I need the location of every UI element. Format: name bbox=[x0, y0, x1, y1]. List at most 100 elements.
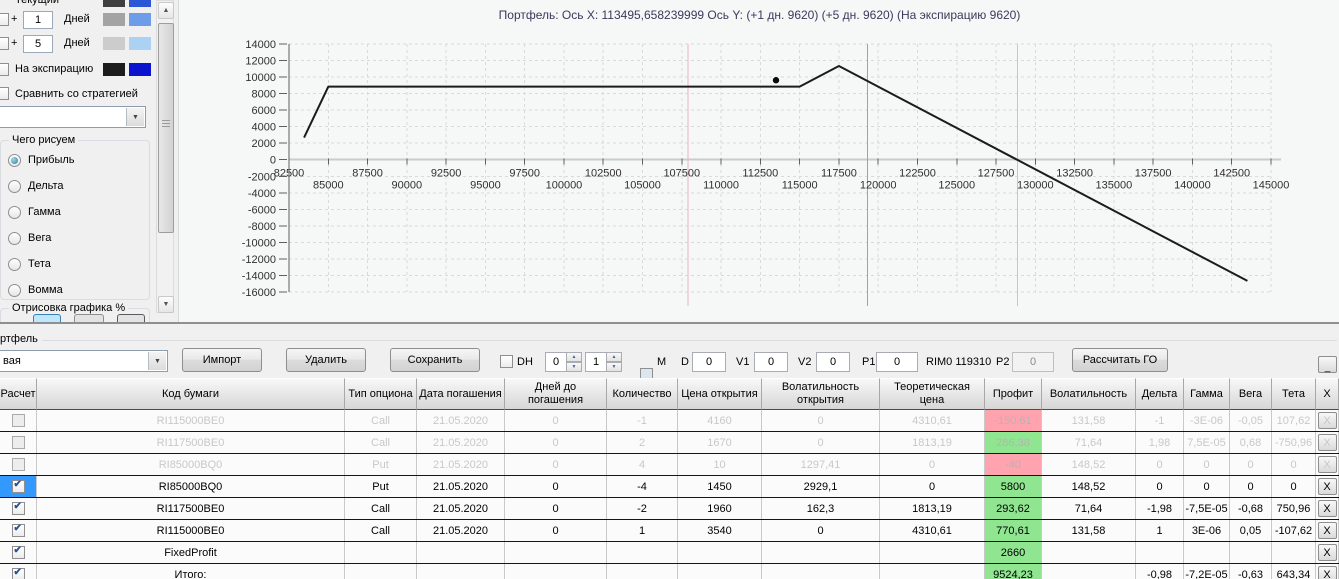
cell-calc[interactable] bbox=[0, 476, 37, 497]
panel-splitter[interactable] bbox=[0, 322, 1339, 332]
cell-theta[interactable]: 0 bbox=[1272, 454, 1316, 475]
cell-theta[interactable]: -750,96 bbox=[1272, 432, 1316, 453]
cell-gamma[interactable]: -7,5E-05 bbox=[1184, 498, 1230, 519]
chevron-down-icon[interactable]: ▼ bbox=[148, 352, 166, 370]
cell-delta[interactable]: -0,98 bbox=[1136, 564, 1184, 579]
cell-code[interactable]: RI117500BE0 bbox=[37, 432, 345, 453]
cell-days-to-expiry[interactable]: 0 bbox=[505, 476, 607, 497]
row-delete-button[interactable]: X bbox=[1317, 434, 1337, 451]
v1-field[interactable]: 0 bbox=[754, 352, 788, 372]
p2-field[interactable]: 0 bbox=[1012, 352, 1054, 372]
cell-days-to-expiry[interactable]: 0 bbox=[505, 520, 607, 541]
p1-field[interactable]: 0 bbox=[876, 352, 918, 372]
cell-delta[interactable]: -1,98 bbox=[1136, 498, 1184, 519]
col-header-6[interactable]: Количество bbox=[607, 378, 678, 410]
row-calc-checkbox[interactable] bbox=[11, 567, 25, 579]
cell-expiry-date[interactable]: 21.05.2020 bbox=[417, 410, 505, 431]
col-header-13[interactable]: Гамма bbox=[1184, 378, 1230, 410]
cell-theor-price[interactable]: 1813,19 bbox=[880, 498, 985, 519]
cell-expiry-date[interactable]: 21.05.2020 bbox=[417, 432, 505, 453]
spin-up-icon[interactable]: ▲ bbox=[607, 352, 622, 362]
cell-open-price[interactable]: 3540 bbox=[678, 520, 762, 541]
cell-days-to-expiry[interactable] bbox=[505, 564, 607, 579]
cell-quantity[interactable] bbox=[607, 564, 678, 579]
legend-checkbox[interactable] bbox=[0, 63, 9, 76]
cell-theta[interactable] bbox=[1272, 542, 1316, 563]
cell-days-to-expiry[interactable]: 0 bbox=[505, 498, 607, 519]
cell-profit[interactable]: 9524,23 bbox=[985, 564, 1042, 579]
cell-theor-price[interactable]: 4310,61 bbox=[880, 410, 985, 431]
cell-volatility[interactable] bbox=[1042, 564, 1136, 579]
dh-checkbox[interactable] bbox=[500, 355, 513, 368]
cell-delta[interactable]: 1 bbox=[1136, 520, 1184, 541]
v2-field[interactable]: 0 bbox=[816, 352, 850, 372]
col-header-5[interactable]: Дней до погашения bbox=[505, 378, 607, 410]
chart-area[interactable]: Портфель: Ось X: 113495,658239999 Ось Y:… bbox=[178, 0, 1339, 322]
spin-up-icon[interactable]: ▲ bbox=[567, 352, 582, 362]
cell-gamma[interactable] bbox=[1184, 542, 1230, 563]
cell-days-to-expiry[interactable]: 0 bbox=[505, 410, 607, 431]
cell-volatility[interactable]: 131,58 bbox=[1042, 520, 1136, 541]
series-color-swatch-dark[interactable] bbox=[103, 37, 125, 50]
col-header-12[interactable]: Дельта bbox=[1136, 378, 1184, 410]
portfolio-select[interactable]: вая ▼ bbox=[0, 350, 168, 372]
cell-option-type[interactable]: Put bbox=[345, 454, 417, 475]
row-delete-button[interactable]: X bbox=[1317, 566, 1337, 579]
legend-checkbox[interactable] bbox=[0, 37, 9, 50]
calc-margin-button[interactable]: Рассчитать ГО bbox=[1072, 348, 1168, 372]
row-calc-checkbox[interactable] bbox=[11, 501, 25, 515]
cell-delta[interactable]: 1,98 bbox=[1136, 432, 1184, 453]
cell-volatility[interactable]: 148,52 bbox=[1042, 454, 1136, 475]
cell-profit[interactable]: 770,61 bbox=[985, 520, 1042, 541]
cell-vega[interactable]: -0,68 bbox=[1230, 498, 1272, 519]
cell-theor-price[interactable] bbox=[880, 542, 985, 563]
cell-vega[interactable]: 0,05 bbox=[1230, 520, 1272, 541]
cell-open-volatility[interactable]: 0 bbox=[762, 520, 880, 541]
cell-theta[interactable]: 750,96 bbox=[1272, 498, 1316, 519]
series-color-swatch-blue[interactable] bbox=[129, 0, 151, 7]
cell-expiry-date[interactable]: 21.05.2020 bbox=[417, 520, 505, 541]
cell-option-type[interactable]: Put bbox=[345, 476, 417, 497]
cell-quantity[interactable]: 2 bbox=[607, 432, 678, 453]
cell-profit[interactable]: 2660 bbox=[985, 542, 1042, 563]
cell-gamma[interactable]: 0 bbox=[1184, 454, 1230, 475]
cell-open-price[interactable]: 1960 bbox=[678, 498, 762, 519]
cell-days-to-expiry[interactable] bbox=[505, 542, 607, 563]
cell-vega[interactable]: -0,05 bbox=[1230, 410, 1272, 431]
row-delete-button[interactable]: X bbox=[1317, 500, 1337, 517]
cell-profit[interactable]: 293,62 bbox=[985, 498, 1042, 519]
cell-open-volatility[interactable] bbox=[762, 542, 880, 563]
cell-gamma[interactable]: -7,2E-05 bbox=[1184, 564, 1230, 579]
series-color-swatch-dark[interactable] bbox=[103, 0, 125, 7]
cell-option-type[interactable]: Call bbox=[345, 410, 417, 431]
cell-volatility[interactable]: 71,64 bbox=[1042, 432, 1136, 453]
col-header-4[interactable]: Дата погашения bbox=[417, 378, 505, 410]
row-calc-checkbox[interactable] bbox=[11, 545, 25, 559]
cell-vega[interactable]: 0,68 bbox=[1230, 432, 1272, 453]
cell-gamma[interactable]: -3E-06 bbox=[1184, 410, 1230, 431]
radio-2[interactable] bbox=[8, 179, 21, 193]
cell-quantity[interactable]: 4 bbox=[607, 454, 678, 475]
cell-theta[interactable]: 107,62 bbox=[1272, 410, 1316, 431]
col-header-10[interactable]: Профит bbox=[985, 378, 1042, 410]
spinner-1[interactable]: 0 ▲ ▼ bbox=[545, 352, 582, 372]
row-calc-checkbox[interactable] bbox=[11, 436, 25, 449]
row-calc-checkbox[interactable] bbox=[11, 479, 25, 493]
d-field[interactable]: 0 bbox=[692, 352, 726, 372]
cell-calc[interactable] bbox=[0, 520, 37, 541]
cell-open-price[interactable]: 10 bbox=[678, 454, 762, 475]
cell-code[interactable]: Итого: bbox=[37, 564, 345, 579]
cell-open-price[interactable]: 1450 bbox=[678, 476, 762, 497]
cell-expiry-date[interactable]: 21.05.2020 bbox=[417, 498, 505, 519]
cell-calc[interactable] bbox=[0, 498, 37, 519]
cell-theta[interactable]: 643,34 bbox=[1272, 564, 1316, 579]
cell-calc[interactable] bbox=[0, 564, 37, 579]
cell-profit[interactable]: -40 bbox=[985, 454, 1042, 475]
cell-open-volatility[interactable]: 0 bbox=[762, 410, 880, 431]
cell-option-type[interactable]: Call bbox=[345, 432, 417, 453]
cell-quantity[interactable]: -1 bbox=[607, 410, 678, 431]
radio-6[interactable] bbox=[8, 283, 21, 297]
series-color-swatch-dark[interactable] bbox=[103, 63, 125, 76]
cell-open-price[interactable]: 4160 bbox=[678, 410, 762, 431]
cell-open-volatility[interactable]: 0 bbox=[762, 432, 880, 453]
